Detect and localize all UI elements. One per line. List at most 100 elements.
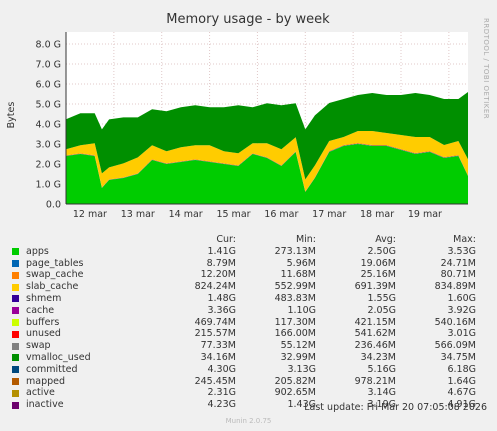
header-min: Min: (295, 234, 316, 245)
legend-name: inactive (26, 399, 64, 411)
legend-header: Cur: Min: Avg: Max: (12, 234, 490, 246)
legend-avg: 34.23M (360, 351, 396, 363)
legend-row-active: active 2.31G 902.65M 3.14G 4.67G (12, 387, 490, 399)
legend-avg: 541.62M (354, 328, 396, 340)
legend-min: 483.83M (274, 292, 316, 304)
legend-max: 3.92G (447, 304, 476, 316)
legend-name: swap (26, 340, 51, 352)
legend-name: page_tables (26, 257, 84, 269)
legend-avg: 25.16M (360, 269, 396, 281)
y-tick-label: 5.0 G (36, 100, 62, 111)
legend-min: 32.99M (280, 351, 316, 363)
y-tick-label: 6.0 G (36, 80, 62, 91)
legend-row-unused: unused 215.57M 166.00M 541.62M 3.01G (12, 328, 490, 340)
legend-min: 55.12M (280, 340, 316, 352)
legend-name: committed (26, 363, 78, 375)
y-tick-label: 8.0 G (36, 40, 62, 51)
legend-row-committed: committed 4.30G 3.13G 5.16G 6.18G (12, 364, 490, 376)
legend-name: slab_cache (26, 281, 79, 293)
legend-min: 3.13G (287, 363, 316, 375)
legend-avg: 2.05G (367, 304, 396, 316)
legend-row-buffers: buffers 469.74M 117.30M 421.15M 540.16M (12, 317, 490, 329)
legend-avg: 5.16G (367, 363, 396, 375)
legend: Cur: Min: Avg: Max: apps 1.41G 273.13M 2.50… (12, 234, 490, 411)
legend-swatch (12, 330, 19, 338)
legend-row-swap_cache: swap_cache 12.20M 11.68M 25.16M 80.71M (12, 269, 490, 281)
legend-rows: apps 1.41G 273.13M 2.50G 3.53G page_tables 8.7… (12, 246, 490, 411)
legend-row-swap: swap 77.33M 55.12M 236.46M 566.09M (12, 340, 490, 352)
legend-cur: 245.45M (194, 375, 236, 387)
legend-avg: 421.15M (354, 316, 396, 328)
x-tick-label: 12 mar (73, 209, 107, 220)
legend-name: apps (26, 245, 49, 257)
legend-cur: 4.30G (207, 363, 236, 375)
legend-avg: 1.55G (367, 292, 396, 304)
legend-swatch (12, 248, 19, 256)
y-tick-label: 1.0 G (36, 180, 62, 191)
legend-avg: 236.46M (354, 340, 396, 352)
x-tick-label: 13 mar (121, 209, 155, 220)
legend-swatch (12, 271, 19, 279)
area-slab_cache (66, 131, 468, 192)
last-update: Last update: Fri Mar 20 07:05:08 2026 (304, 402, 487, 413)
legend-swatch (12, 283, 19, 291)
legend-cur: 77.33M (200, 340, 236, 352)
legend-min: 1.10G (287, 304, 316, 316)
legend-row-cache: cache 3.36G 1.10G 2.05G 3.92G (12, 305, 490, 317)
legend-min: 902.65M (274, 387, 316, 399)
legend-swatch (12, 377, 19, 385)
legend-cur: 8.79M (206, 257, 236, 269)
legend-swatch (12, 366, 19, 374)
legend-name: active (26, 387, 55, 399)
legend-row-slab_cache: slab_cache 824.24M 552.99M 691.39M 834.89M (12, 281, 490, 293)
x-tick-label: 15 mar (216, 209, 250, 220)
chart-title: Memory usage - by week (166, 12, 330, 27)
legend-min: 117.30M (274, 316, 316, 328)
header-max: Max: (453, 234, 476, 245)
legend-cur: 1.41G (207, 245, 236, 257)
legend-avg: 19.06M (360, 257, 396, 269)
memory-chart: Memory usage - by week Bytes RRDTOOL / T… (6, 12, 490, 220)
legend-cur: 3.36G (207, 304, 236, 316)
legend-avg: 2.50G (367, 245, 396, 257)
y-axis-label: Bytes (6, 102, 17, 129)
y-tick-label: 2.0 G (36, 160, 62, 171)
legend-cur: 4.23G (207, 399, 236, 411)
legend-avg: 3.14G (367, 387, 396, 399)
y-tick-label: 7.0 G (36, 60, 62, 71)
legend-min: 1.43G (287, 399, 316, 411)
legend-row-page_tables: page_tables 8.79M 5.96M 19.06M 24.71M (12, 258, 490, 270)
x-tick-label: 14 mar (169, 209, 203, 220)
rrdtool-credit: RRDTOOL / TOBI OETIKER (482, 18, 490, 119)
y-tick-label: 0.0 (46, 200, 61, 211)
legend-max: 6.18G (447, 363, 476, 375)
y-tick-label: 4.0 G (36, 120, 62, 131)
legend-cur: 469.74M (194, 316, 236, 328)
legend-cur: 215.57M (194, 328, 236, 340)
x-tick-label: 17 mar (312, 209, 346, 220)
legend-swatch (12, 389, 19, 397)
legend-avg: 3.19G (367, 399, 396, 411)
area-apps (66, 144, 468, 204)
y-tick-label: 3.0 G (36, 140, 62, 151)
legend-cur: 12.20M (200, 269, 236, 281)
legend-min: 5.96M (286, 257, 316, 269)
legend-name: vmalloc_used (26, 351, 91, 363)
legend-max: 80.71M (440, 269, 476, 281)
legend-row-inactive: inactive 4.23G 1.43G 3.19G 4.91G (12, 399, 490, 411)
x-tick-label: 19 mar (408, 209, 442, 220)
legend-cur: 2.31G (207, 387, 236, 399)
legend-max: 3.53G (447, 245, 476, 257)
legend-name: unused (26, 328, 61, 340)
munin-version: Munin 2.0.75 (225, 417, 272, 425)
legend-avg: 978.21M (354, 375, 396, 387)
x-tick-label: 18 mar (360, 209, 394, 220)
legend-cur: 1.48G (207, 292, 236, 304)
legend-min: 273.13M (274, 245, 316, 257)
legend-name: swap_cache (26, 269, 84, 281)
legend-max: 1.64G (447, 375, 476, 387)
header-avg: Avg: (375, 234, 396, 245)
legend-max: 34.75M (440, 351, 476, 363)
legend-name: mapped (26, 375, 66, 387)
legend-max: 566.09M (434, 340, 476, 352)
